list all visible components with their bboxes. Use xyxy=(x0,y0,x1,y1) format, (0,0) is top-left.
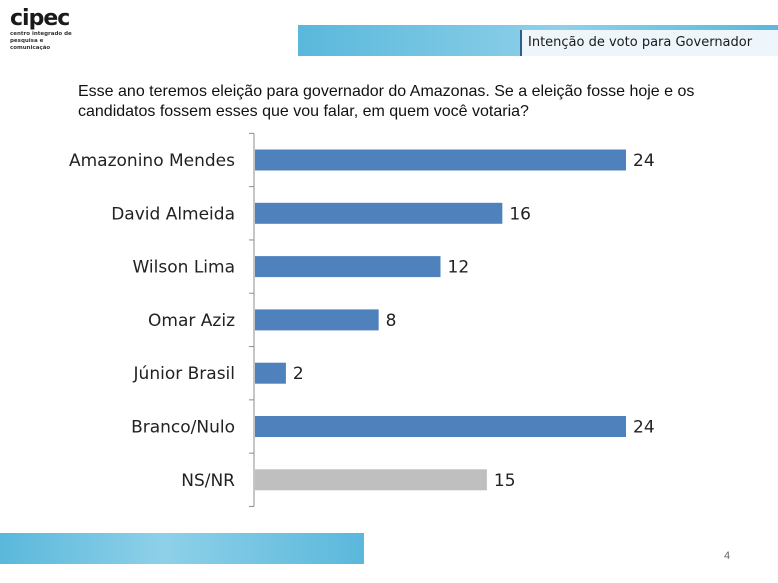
bar-amazonino-mendes xyxy=(255,149,626,171)
bar-ns-nr xyxy=(255,469,487,491)
logo-wordmark: cipec xyxy=(10,6,70,31)
category-label-amazonino-mendes: Amazonino Mendes xyxy=(69,151,235,171)
survey-question: Esse ano teremos eleição para governador… xyxy=(78,83,695,120)
data-label-ns-nr: 15 xyxy=(494,471,516,491)
category-label-wilson-lima: Wilson Lima xyxy=(133,258,236,278)
category-label-omar-aziz: Omar Aziz xyxy=(148,311,235,331)
category-label-david-almeida: David Almeida xyxy=(111,204,235,224)
cipec-logo: cipec centro integrado de pesquisa e com… xyxy=(10,8,90,52)
bar-david-almeida xyxy=(255,202,503,224)
data-label-omar-aziz: 8 xyxy=(386,311,397,331)
category-label-ns-nr: NS/NR xyxy=(181,471,235,491)
data-label-branco-nulo: 24 xyxy=(633,418,655,438)
category-label-junior-brasil: Júnior Brasil xyxy=(133,364,235,384)
data-label-david-almeida: 16 xyxy=(509,204,531,224)
header-title-box xyxy=(520,30,778,56)
logo-tagline: centro integrado de pesquisa e comunicaç… xyxy=(10,31,72,51)
bar-wilson-lima xyxy=(255,256,441,278)
data-label-amazonino-mendes: 24 xyxy=(633,151,655,171)
footer-band xyxy=(0,533,364,564)
bar-omar-aziz xyxy=(255,309,379,331)
data-label-wilson-lima: 12 xyxy=(448,258,470,278)
bar-branco-nulo xyxy=(255,416,626,437)
category-label-branco-nulo: Branco/Nulo xyxy=(131,418,235,438)
page-number: 4 xyxy=(724,550,731,562)
data-label-junior-brasil: 2 xyxy=(293,364,304,384)
bar-junior-brasil xyxy=(255,362,286,384)
header-title: Intenção de voto para Governador xyxy=(528,35,753,50)
